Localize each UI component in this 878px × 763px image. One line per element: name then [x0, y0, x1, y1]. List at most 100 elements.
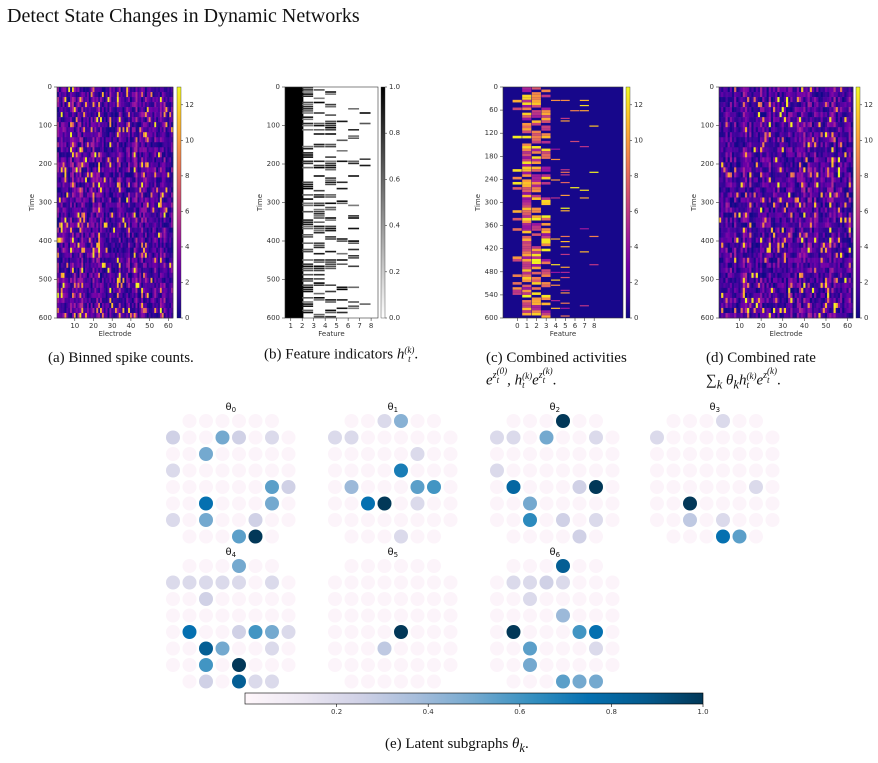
heatmap-cell	[71, 157, 75, 163]
heatmap-cell	[325, 309, 337, 312]
heatmap-cell	[721, 117, 724, 123]
heatmap-cell	[727, 162, 731, 168]
heatmap-cell	[522, 215, 532, 218]
heatmap-cell	[57, 182, 60, 188]
heatmap-cell	[115, 202, 118, 208]
heatmap-cell	[144, 167, 148, 173]
heatmap-cell	[94, 157, 97, 163]
heatmap-cell	[81, 302, 84, 309]
heatmap-cell	[122, 167, 125, 173]
heatmap-cell	[779, 232, 782, 238]
heatmap-cell	[541, 110, 551, 113]
heatmap-cell	[749, 227, 752, 233]
heatmap-cell	[71, 92, 75, 98]
heatmap-cell	[137, 252, 140, 259]
x-tick-label: 3	[311, 322, 315, 330]
heatmap-cell	[118, 177, 121, 183]
heatmap-cell	[751, 97, 754, 103]
heatmap-cell	[325, 202, 337, 205]
heatmap-cell	[90, 307, 93, 314]
heatmap-cell	[94, 112, 97, 118]
heatmap-cell	[64, 152, 67, 158]
heatmap-cell	[725, 147, 728, 153]
colorbar-tick-label: 0.0	[389, 314, 400, 322]
heatmap-cell	[727, 92, 731, 98]
heatmap-cell	[755, 97, 759, 103]
heatmap-cell	[786, 192, 789, 198]
heatmap-cell	[81, 177, 84, 183]
heatmap-cell	[522, 153, 532, 157]
heatmap-cell	[770, 177, 774, 183]
heatmap-cell	[154, 212, 157, 218]
heatmap-cell	[788, 237, 791, 243]
heatmap-cell	[359, 303, 371, 305]
y-tick-label: 300	[39, 199, 52, 207]
heatmap-cell	[522, 269, 532, 272]
heatmap-cell	[167, 282, 170, 289]
heatmap-cell	[773, 182, 776, 188]
heatmap-cell	[113, 227, 116, 233]
heatmap-cell	[725, 292, 728, 299]
heatmap-cell	[764, 237, 767, 243]
heatmap-cell	[158, 182, 161, 188]
heatmap-cell	[779, 167, 782, 173]
heatmap-cell	[73, 192, 77, 198]
heatmap-cell	[124, 97, 127, 103]
heatmap-cell	[73, 107, 77, 113]
heatmap-cell	[115, 257, 118, 264]
heatmap-cell	[781, 107, 785, 113]
heatmap-cell	[781, 122, 785, 128]
heatmap-cell	[85, 177, 88, 183]
heatmap-cell	[62, 312, 65, 319]
heatmap-cell	[156, 122, 159, 128]
heatmap-cell	[57, 157, 60, 163]
heatmap-cell	[163, 292, 166, 299]
heatmap-cell	[146, 222, 149, 228]
heatmap-cell	[734, 247, 737, 254]
heatmap-cell	[313, 265, 325, 268]
colorbar-tick-label: 0	[634, 314, 638, 322]
heatmap-cell	[73, 167, 77, 173]
heatmap-cell	[139, 202, 142, 208]
heatmap-cell	[764, 87, 767, 93]
heatmap-cell	[723, 307, 726, 314]
heatmap-cell	[531, 130, 541, 134]
heatmap-cell	[62, 117, 65, 123]
heatmap-cell	[723, 282, 726, 289]
heatmap-cell	[551, 264, 561, 266]
heatmap-cell	[144, 312, 148, 319]
heatmap-cell	[740, 92, 744, 98]
heatmap-cell	[126, 222, 129, 228]
heatmap-cell	[71, 117, 75, 123]
heatmap-cell	[768, 257, 772, 264]
heatmap-cell	[131, 157, 135, 163]
heatmap-cell	[60, 177, 63, 183]
heatmap-cell	[77, 172, 80, 178]
heatmap-cell	[770, 307, 774, 314]
heatmap-cell	[762, 287, 765, 294]
heatmap-cell	[775, 177, 778, 183]
heatmap-cell	[760, 252, 763, 259]
heatmap-cell	[325, 168, 337, 171]
heatmap-cell	[770, 312, 774, 319]
heatmap-cell	[73, 292, 77, 299]
heatmap-cell	[768, 222, 772, 228]
heatmap-cell	[159, 107, 163, 113]
heatmap-cell	[83, 257, 86, 264]
heatmap-cell	[740, 167, 744, 173]
heatmap-cell	[165, 102, 168, 108]
heatmap-cell	[86, 122, 90, 128]
heatmap-cell	[531, 302, 541, 306]
heatmap-cell	[115, 267, 118, 274]
heatmap-cell	[725, 102, 728, 108]
heatmap-cell	[58, 202, 62, 208]
heatmap-cell	[144, 112, 148, 118]
heatmap-cell	[325, 145, 337, 148]
heatmap-cell	[721, 257, 724, 264]
heatmap-cell	[731, 307, 735, 314]
heatmap-cell	[757, 252, 761, 259]
heatmap-cell	[60, 222, 63, 228]
heatmap-cell	[109, 117, 112, 123]
heatmap-cell	[753, 257, 757, 264]
heatmap-cell	[770, 112, 774, 118]
